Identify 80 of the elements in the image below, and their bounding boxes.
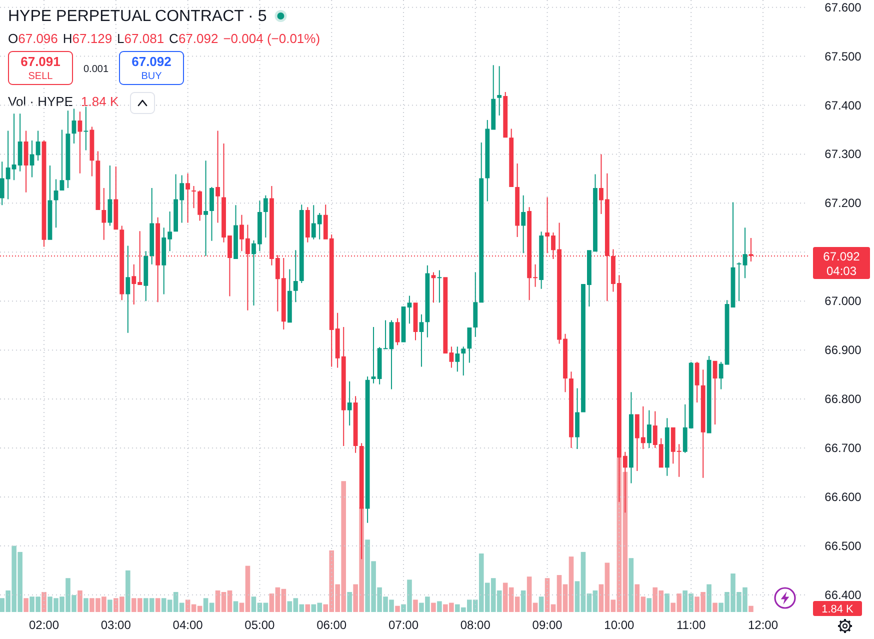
y-tick-label: 66.700 [824,440,862,455]
candlestick [371,327,376,384]
annotation: O [8,31,18,46]
candlestick [431,272,436,303]
bar [538,596,544,612]
annotation: H [62,31,72,46]
y-tick-label: 66.600 [824,490,862,504]
annotation: 67.096 [18,31,58,46]
annotation: 0.001 [83,64,109,75]
candlestick [192,186,196,208]
x-tick-label: 05:00 [244,618,276,632]
bar [24,598,28,612]
x-tick-label: 02:00 [28,618,60,632]
candlestick [78,112,82,174]
bar [108,600,112,612]
annotation: 67.129 [72,31,112,46]
x-tick-label: 09:00 [532,618,563,632]
x-tick-label: 04:00 [172,618,204,632]
x-tick-label: 10:00 [604,618,635,632]
x-tick-label: 11:00 [676,618,706,632]
candlestick [204,160,208,256]
bar [42,592,46,612]
candlestick [126,246,130,333]
y-tick-label: 66.900 [824,343,862,358]
candlestick [186,173,190,223]
y-tick-label: 67.200 [824,196,862,210]
candlestick [461,346,466,376]
bar [706,584,712,612]
candlestick [84,106,88,150]
candlestick [497,66,502,116]
bar [520,590,526,612]
y-tick-label: 67.600 [824,0,862,14]
y-tick-label: 66.500 [824,538,862,553]
annotation: BUY [141,71,162,82]
bar [413,600,418,612]
annotation: C [169,31,178,46]
y-tick-label: 67.500 [824,49,862,64]
text: 04:03 [826,264,857,278]
y-tick-label: 66.800 [824,392,862,406]
annotation: L [117,31,124,46]
bar [126,570,130,612]
y-tick-label: 67.300 [824,147,862,162]
annotation: 1.84 K [81,94,119,109]
candlestick [347,381,352,426]
x-tick-label: 12:00 [748,618,778,632]
bar [155,598,160,612]
bar [84,598,88,612]
bar [628,558,634,612]
x-tick-label: 06:00 [316,618,347,632]
x-tick-label: 03:00 [100,618,132,632]
candlestick [102,188,106,240]
candlestick [293,250,298,302]
bar [233,601,238,612]
bar [437,601,442,612]
candlestick [216,130,220,223]
bar [78,590,82,612]
annotation: 67.081 [124,31,164,46]
text: 1.84 K [822,604,854,616]
annotation: 67.092 [132,54,172,69]
bar [712,602,718,612]
annotation: 67.092 [178,31,218,46]
bar [305,604,310,612]
y-tick-label: 66.400 [824,588,862,602]
chart-title: Vol · HYPE [8,94,74,109]
x-tick-label: 07:00 [388,618,419,632]
bar [431,602,436,612]
ref-line-label: 67.092 [823,250,860,264]
x-tick-label: 08:00 [460,618,491,632]
bar [646,598,652,612]
bar [664,594,670,612]
bar [347,592,352,612]
y-tick-label: 67.000 [824,294,862,308]
bar [395,606,400,612]
annotation: SELL [28,71,54,82]
bar [748,606,754,612]
text: HYPE PERPETUAL CONTRACT · 5 [8,8,267,25]
y-tick-label: 67.400 [824,98,862,112]
annotation: −0.004 (−0.01%) [223,31,320,46]
candlestick [437,270,442,303]
annotation: 67.091 [20,54,60,69]
